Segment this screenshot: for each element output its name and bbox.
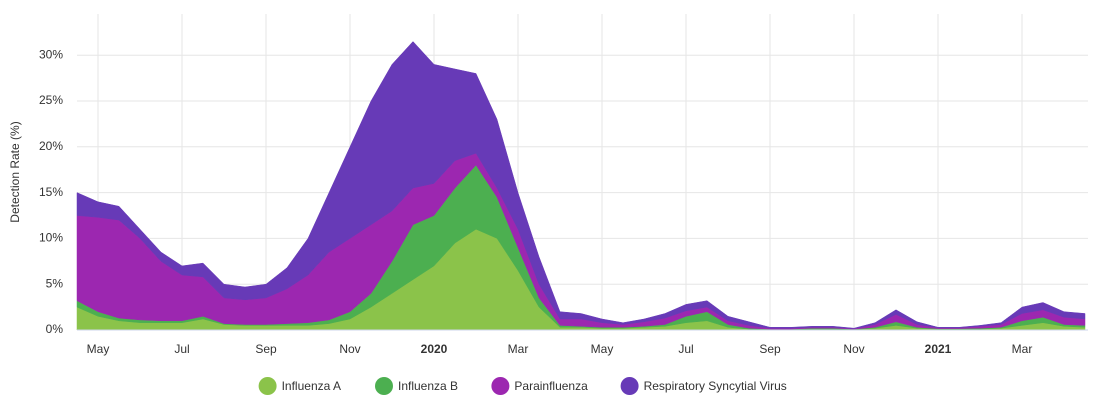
x-tick-label: Nov bbox=[843, 342, 864, 356]
legend-label: Influenza A bbox=[282, 379, 341, 393]
x-tick-label: Jul bbox=[678, 342, 693, 356]
legend-label: Respiratory Syncytial Virus bbox=[644, 379, 787, 393]
legend-marker bbox=[375, 377, 393, 395]
x-tick-label: Mar bbox=[508, 342, 529, 356]
legend-marker bbox=[258, 377, 277, 395]
legend-marker bbox=[620, 377, 639, 395]
x-tick-label: Sep bbox=[759, 342, 781, 356]
x-tick-label: Sep bbox=[255, 342, 277, 356]
area bbox=[76, 152, 1086, 330]
legend-marker bbox=[491, 377, 510, 395]
y-tick-label: 25% bbox=[39, 93, 63, 107]
area bbox=[76, 41, 1086, 329]
legend-label: Influenza B bbox=[398, 379, 458, 393]
x-tick-label: Jul bbox=[174, 342, 189, 356]
x-tick-label: May bbox=[87, 342, 110, 356]
x-tick-label: Mar bbox=[1012, 342, 1033, 356]
y-axis-title: Detection Rate (%) bbox=[8, 121, 22, 222]
x-tick-label: 2021 bbox=[925, 342, 952, 356]
y-tick-label: 15% bbox=[39, 185, 63, 199]
x-tick-label: 2020 bbox=[421, 342, 448, 356]
y-tick-label: 0% bbox=[46, 322, 64, 336]
y-tick-label: 5% bbox=[46, 276, 64, 290]
y-tick-label: 20% bbox=[39, 139, 63, 153]
y-tick-label: 10% bbox=[39, 231, 63, 245]
y-tick-label: 30% bbox=[39, 47, 63, 61]
x-tick-label: Nov bbox=[339, 342, 360, 356]
x-tick-label: May bbox=[591, 342, 614, 356]
legend-label: Parainfluenza bbox=[514, 379, 588, 393]
